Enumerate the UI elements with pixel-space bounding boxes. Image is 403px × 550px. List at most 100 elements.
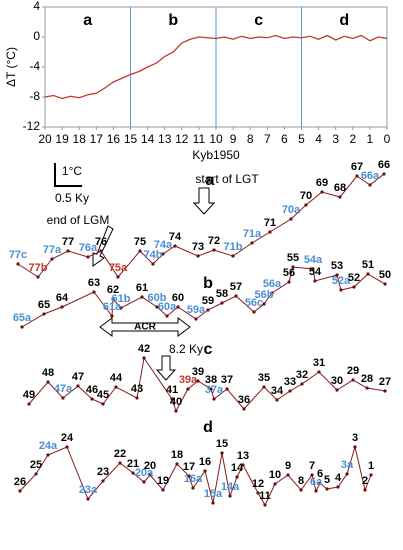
x-tick-label: 13	[158, 132, 172, 146]
peak-label: 16a	[184, 473, 203, 485]
peak-label: 4	[335, 472, 342, 484]
trace-dot	[212, 248, 216, 252]
trace-dot	[86, 255, 90, 259]
trace-dot	[288, 389, 292, 393]
peak-label: 45	[97, 389, 109, 401]
trace-dot	[46, 380, 50, 384]
trace-dot	[18, 489, 22, 493]
peak-label: 51	[362, 259, 374, 271]
peak-label: 76a	[79, 242, 98, 254]
peak-label: 60	[172, 292, 184, 304]
x-tick-label: 3	[332, 132, 339, 146]
y-tick-label: -8	[29, 89, 40, 103]
trace-dot	[335, 273, 339, 277]
peak-label: 49	[23, 389, 35, 401]
peak-label: 3	[352, 432, 358, 444]
trace-dot	[148, 473, 152, 477]
peak-label: 54	[309, 266, 322, 278]
trace-dot	[363, 488, 367, 492]
peak-label: 77a	[43, 244, 62, 256]
trace-dot	[317, 370, 321, 374]
trace-dot	[311, 267, 315, 271]
peak-label: 35	[258, 372, 270, 384]
peak-label: 73	[192, 241, 204, 253]
peak-label: 55	[287, 252, 299, 264]
peak-label: 56	[283, 267, 295, 279]
trace-dot	[140, 295, 144, 299]
peak-label: 60a	[158, 301, 177, 313]
peak-label: 70a	[282, 204, 301, 216]
trace-dot	[355, 174, 359, 178]
trace-dot	[345, 472, 349, 476]
trace-dot	[320, 190, 324, 194]
note-acr: ACR	[134, 322, 156, 333]
trace-dot	[186, 387, 190, 391]
trace-dot	[231, 254, 235, 258]
note-lgt: start of LGT	[195, 172, 259, 186]
peak-label: 25	[30, 459, 42, 471]
trace-dot	[135, 396, 139, 400]
peak-label: 50	[379, 269, 391, 281]
trace-dot	[209, 387, 213, 391]
peak-label: 61b	[112, 293, 131, 305]
peak-label: 40	[170, 396, 182, 408]
peak-label: 52	[348, 272, 360, 284]
peak-label: 28	[361, 373, 373, 385]
x-tick-label: 16	[107, 132, 121, 146]
peak-label: 76	[95, 236, 107, 248]
trace-dot	[270, 291, 274, 295]
trace-dot	[187, 474, 191, 478]
trace-dot	[175, 462, 179, 466]
trace-dot	[335, 388, 339, 392]
trace-dot	[161, 488, 165, 492]
x-tick-label: 5	[298, 132, 305, 146]
peak-label: 66a	[361, 170, 380, 182]
peak-label: 74a	[154, 239, 173, 251]
trace	[28, 356, 386, 413]
peak-label: 64	[56, 292, 69, 304]
peak-label: 71	[264, 217, 276, 229]
peak-label: 59	[202, 295, 214, 307]
trace-dot	[314, 489, 318, 493]
peak-label: 6a	[310, 476, 323, 488]
trace-dot	[110, 314, 114, 318]
trace-dot	[242, 407, 246, 411]
peak-label: 30	[331, 375, 343, 387]
peak-label: 16	[199, 456, 211, 468]
x-tick-label: 6	[281, 132, 288, 146]
peak-label: 65a	[13, 312, 32, 324]
peak-label: 46	[86, 384, 98, 396]
trace-dot	[275, 398, 279, 402]
trace-dot	[16, 262, 20, 266]
peak-label: 23	[97, 466, 109, 478]
x-tick-label: 1	[367, 132, 374, 146]
trace-dot	[170, 397, 174, 401]
peak-label: 69	[316, 177, 328, 189]
peak-label: 71b	[224, 241, 243, 253]
x-tick-label: 4	[315, 132, 322, 146]
x-tick-label: 15	[124, 132, 138, 146]
trace-dot	[325, 487, 329, 491]
trace-dot	[234, 294, 238, 298]
arrow	[192, 187, 216, 215]
trace-dot	[76, 384, 80, 388]
peak-label: 33	[284, 376, 296, 388]
trace-dot	[138, 249, 142, 253]
trace-dot	[220, 451, 224, 455]
trace-dot	[313, 279, 317, 283]
trace-dot	[99, 249, 103, 253]
trace-dot	[65, 445, 69, 449]
section-label: c	[254, 12, 263, 29]
peak-label: 26	[14, 476, 26, 488]
peak-label: 3a	[341, 459, 354, 471]
trace-dot	[252, 310, 256, 314]
trace-dot	[86, 497, 90, 501]
peak-label: 48	[42, 367, 54, 379]
trace-dot	[268, 230, 272, 234]
peak-label: 56c	[245, 297, 263, 309]
x-tick-label: 18	[73, 132, 87, 146]
section-label: d	[339, 12, 349, 29]
peak-label: 13	[237, 450, 249, 462]
panel-letter: a	[206, 172, 215, 189]
trace-dot	[250, 241, 254, 245]
